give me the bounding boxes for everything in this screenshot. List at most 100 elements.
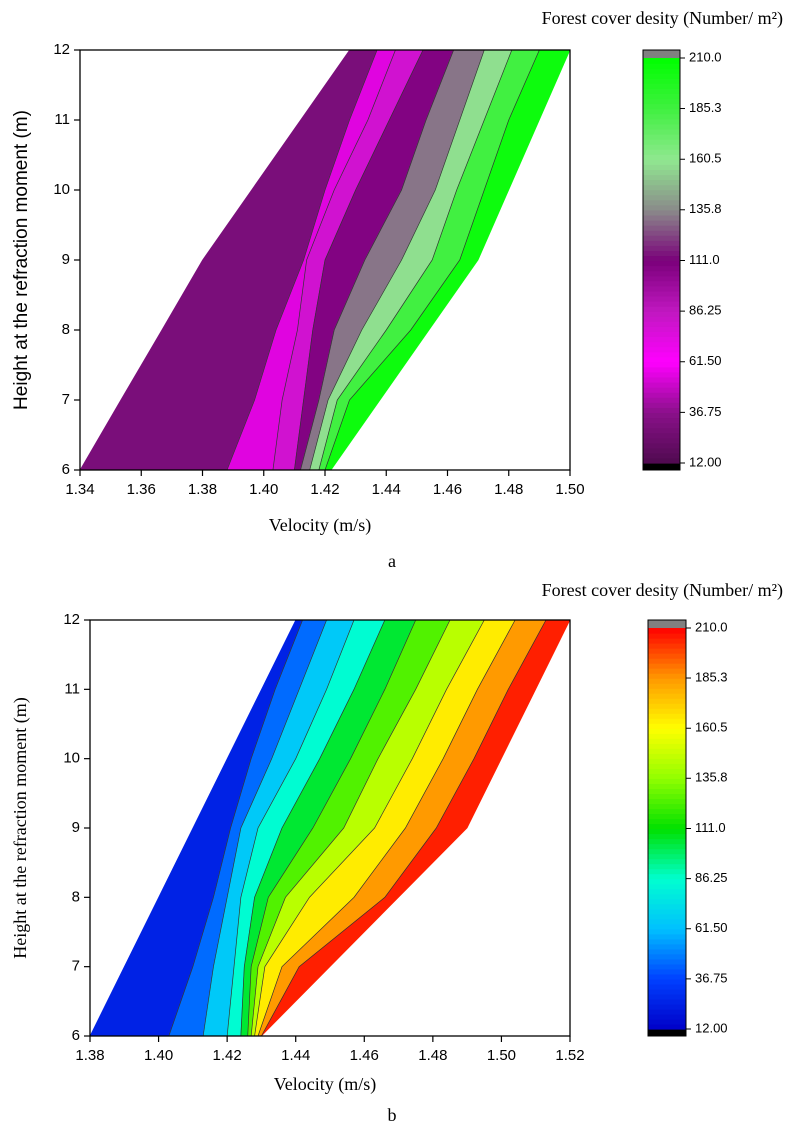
colorbar-slice: [643, 356, 680, 363]
colorbar-tick-label: 36.75: [689, 404, 722, 419]
colorbar-slice: [643, 245, 680, 251]
colorbar-slice: [648, 898, 686, 905]
colorbar-slice: [643, 179, 680, 186]
x-tick-label: 1.34: [65, 481, 94, 498]
x-axis-label: Velocity (m/s): [269, 515, 371, 536]
colorbar-slice: [648, 888, 686, 895]
colorbar-slice: [643, 154, 680, 160]
colorbar-slice: [648, 783, 686, 789]
x-tick-label: 1.50: [487, 1047, 516, 1064]
x-tick-label: 1.50: [555, 481, 584, 498]
colorbar-slice: [643, 240, 680, 246]
colorbar-slice: [643, 432, 680, 439]
colorbar-slice: [643, 366, 680, 373]
colorbar-slice: [648, 713, 686, 719]
colorbar-slice: [648, 808, 686, 815]
colorbar-slice: [643, 336, 680, 343]
colorbar-slice: [648, 893, 686, 900]
colorbar-slice: [648, 923, 686, 930]
colorbar-slice: [643, 316, 680, 322]
colorbar-slice: [648, 858, 686, 865]
colorbar-slice: [643, 78, 680, 84]
colorbar-slice: [643, 194, 680, 201]
colorbar-slice: [643, 452, 680, 459]
contour-line: [247, 619, 417, 1037]
colorbar-tick-label: 12.00: [695, 1020, 728, 1035]
y-tick-label: 8: [62, 321, 70, 338]
contour-line: [309, 49, 485, 471]
colorbar-slice: [648, 953, 686, 960]
colorbar-slice: [648, 863, 686, 870]
colorbar-tick-label: 185.3: [689, 100, 722, 115]
y-tick-label: 10: [63, 750, 80, 767]
colorbar-slice: [643, 204, 680, 211]
colorbar-slice: [648, 743, 686, 749]
colorbar-slice: [648, 633, 686, 639]
colorbar-tick-label: 135.8: [695, 770, 728, 785]
colorbar-slice: [643, 98, 680, 105]
colorbar-slice: [648, 718, 686, 724]
colorbar-slice: [643, 230, 680, 236]
colorbar-slice: [648, 628, 686, 634]
colorbar-slice: [648, 968, 686, 975]
colorbar-slice: [648, 658, 686, 664]
colorbar-slice: [648, 853, 686, 860]
colorbar-slice: [643, 397, 680, 403]
colorbar-slice: [643, 290, 680, 297]
colorbar-under: [648, 1029, 686, 1036]
colorbar-slice: [643, 295, 680, 302]
colorbar-slice: [643, 199, 680, 206]
y-tick-label: 12: [53, 41, 70, 58]
colorbar-slice: [643, 118, 680, 125]
colorbar-slice: [648, 733, 686, 739]
colorbar-slice: [648, 908, 686, 915]
colorbar-slice: [643, 361, 680, 368]
contour-line: [272, 49, 396, 471]
colorbar-slice: [643, 68, 680, 74]
colorbar-slice: [643, 280, 680, 287]
colorbar-slice: [643, 275, 680, 282]
colorbar-slice: [643, 437, 680, 444]
colorbar-slice: [648, 868, 686, 875]
colorbar-slice: [648, 1003, 686, 1010]
x-axis-label: Velocity (m/s): [274, 1074, 376, 1095]
colorbar-slice: [643, 144, 680, 150]
colorbar-slice: [648, 643, 686, 649]
colorbar-slice: [643, 88, 680, 95]
colorbar-title: Forest cover desity (Number/ m²): [542, 580, 783, 601]
y-tick-label: 9: [62, 251, 70, 268]
colorbar-slice: [648, 883, 686, 890]
colorbar-slice: [643, 341, 680, 348]
colorbar-tick-label: 185.3: [695, 669, 728, 684]
colorbar-slice: [648, 778, 686, 784]
colorbar-tick-label: 86.25: [695, 870, 728, 885]
colorbar-slice: [643, 93, 680, 100]
y-tick-label: 11: [54, 111, 70, 128]
colorbar-tick-label: 36.75: [695, 970, 728, 985]
colorbar-slice: [648, 813, 686, 820]
colorbar-slice: [648, 708, 686, 714]
colorbar-slice: [643, 58, 680, 64]
colorbar-slice: [643, 164, 680, 170]
colorbar-slice: [643, 184, 680, 191]
colorbar-tick-label: 160.5: [695, 720, 728, 735]
colorbar-slice: [648, 903, 686, 910]
x-tick-label: 1.46: [433, 481, 462, 498]
colorbar-slice: [643, 189, 680, 196]
y-axis-label: Height at the refraction moment (m): [11, 110, 32, 410]
colorbar-slice: [643, 321, 680, 327]
colorbar-slice: [648, 738, 686, 744]
colorbar-slice: [648, 873, 686, 880]
colorbar-slice: [648, 773, 686, 779]
colorbar-slice: [643, 250, 680, 257]
contour-line: [261, 619, 547, 1037]
colorbar-tick-label: 86.25: [689, 303, 722, 318]
colorbar-slice: [643, 265, 680, 272]
colorbar-slice: [648, 913, 686, 920]
colorbar-over: [648, 620, 686, 628]
colorbar-slice: [643, 285, 680, 292]
colorbar-slice: [648, 1008, 686, 1015]
colorbar-slice: [648, 833, 686, 840]
colorbar-slice: [643, 392, 680, 398]
